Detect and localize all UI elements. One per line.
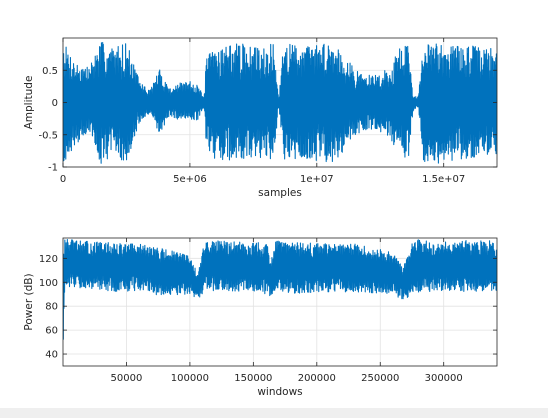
- amplitude-x-axis-label: samples: [258, 187, 302, 199]
- power-axes-box: [62, 237, 498, 367]
- amplitude-x-tick-label: 0: [60, 174, 66, 185]
- power-x-tick-label: 250000: [361, 373, 399, 384]
- power-y-tick-label: 120: [39, 254, 58, 265]
- amplitude-x-tick-label: 1.5e+07: [422, 174, 465, 185]
- power-x-tick-label: 150000: [234, 373, 272, 384]
- power-y-axis-label: Power (dB): [23, 273, 35, 330]
- power-x-tick-label: 300000: [425, 373, 463, 384]
- power-x-axis-label: windows: [257, 386, 302, 398]
- figure-svg: 0 5e+06 1e+07 1.5e+07 -1 -0.5 0 0.5 samples Ampli…: [23, 37, 498, 398]
- amplitude-y-tick-label: 0.5: [42, 66, 58, 77]
- amplitude-y-tick-label: 0: [52, 98, 58, 109]
- power-series-line: [63, 238, 497, 340]
- amplitude-y-axis-label: Amplitude: [23, 76, 35, 130]
- amplitude-x-tick-label: 1e+07: [300, 174, 334, 185]
- power-x-tick-label: 200000: [298, 373, 336, 384]
- power-y-tick-label: 100: [39, 278, 58, 289]
- amplitude-x-tick-label: 5e+06: [173, 174, 207, 185]
- power-axes: 50000 100000 150000 200000 250000 300000 40 60 8…: [23, 237, 498, 398]
- power-x-tick-label: 50000: [111, 373, 143, 384]
- bottom-strip: [0, 408, 548, 418]
- amplitude-series-line: [63, 42, 497, 164]
- power-y-tick-label: 80: [45, 302, 58, 313]
- power-y-tick-label: 60: [45, 326, 58, 337]
- power-y-tick-label: 40: [45, 350, 58, 361]
- amplitude-axes: 0 5e+06 1e+07 1.5e+07 -1 -0.5 0 0.5 samples Ampli…: [23, 37, 498, 199]
- amplitude-y-tick-label: -1: [48, 163, 58, 174]
- amplitude-y-tick-label: -0.5: [38, 130, 58, 141]
- power-x-tick-label: 100000: [171, 373, 209, 384]
